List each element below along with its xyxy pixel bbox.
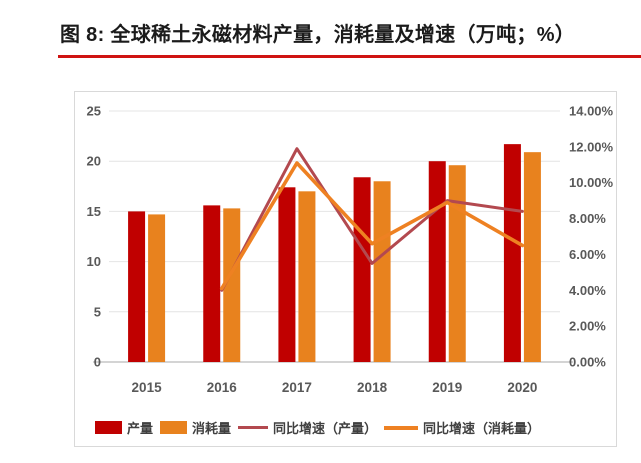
legend-item-production: 产量 [94,418,153,437]
bar-production-2015 [128,211,146,362]
x-axis-label-2020: 2020 [507,380,537,395]
chart-legend: 产量 消耗量 同比增速（产量） 同比增速（消耗量） [47,418,588,437]
bar-consumption-2016 [223,208,241,362]
right-axis-tick: 14.00% [569,104,614,119]
right-axis-tick: 6.00% [569,247,606,262]
legend-item-consumption: 消耗量 [159,418,231,437]
left-axis-tick: 25 [87,104,101,119]
legend-item-production-growth: 同比增速（产量） [238,418,377,437]
bar-consumption-2015 [148,214,166,362]
title-underline-rule [58,55,641,58]
legend-label-consumption: 消耗量 [191,421,231,436]
right-axis-tick: 0.00% [569,355,606,370]
legend-item-consumption-growth: 同比增速（消耗量） [384,418,540,437]
line-production-growth [220,147,524,292]
bar-consumption-2017 [298,191,316,362]
bar-production-2019 [428,161,446,362]
bar-production-2018 [353,177,371,362]
left-axis-tick: 5 [94,304,101,319]
left-axis-tick: 15 [87,204,101,219]
chart-canvas: 0 5 10 15 20 25 0.00% 2.00% 4.00% 6.00% 8.00% 10.00… [87,104,614,396]
x-axis-label-2015: 2015 [132,380,163,395]
bar-consumption-2020 [523,152,541,362]
right-axis-tick: 4.00% [569,283,606,298]
bar-production-2017 [278,187,296,362]
left-axis-tick: 10 [87,254,101,269]
chart-frame: 0 5 10 15 20 25 0.00% 2.00% 4.00% 6.00% 8.00% 10.00… [74,91,617,447]
bar-consumption-2018 [373,181,391,362]
legend-swatch-production-growth [238,426,268,429]
right-axis-tick: 2.00% [569,319,606,334]
line-consumption-growth [219,161,525,291]
left-axis-tick: 20 [87,154,101,169]
legend-label-production-growth: 同比增速（产量） [273,421,378,436]
legend-label-production: 产量 [126,421,153,436]
bar-consumption-2019 [448,165,466,362]
legend-swatch-consumption [159,421,187,434]
right-axis-tick: 8.00% [569,211,606,226]
x-axis-label-2017: 2017 [282,380,312,395]
legend-label-consumption-growth: 同比增速（消耗量） [423,421,541,436]
legend-swatch-production [94,421,122,434]
x-axis-label-2016: 2016 [207,380,238,395]
left-axis-tick: 0 [94,355,101,370]
figure-title: 图 8: 全球稀土永磁材料产量，消耗量及增速（万吨；%） [60,24,576,46]
bar-production-2016 [203,205,221,362]
report-page: { "figure": { "title": "图 8: 全球稀土永磁材料产量，… [0,20,641,463]
x-axis-label-2018: 2018 [357,380,388,395]
x-axis-label-2019: 2019 [432,380,462,395]
right-axis-tick: 12.00% [569,139,614,154]
legend-swatch-consumption-growth [384,425,419,430]
right-axis-tick: 10.00% [569,175,614,190]
bar-production-2020 [503,144,521,362]
